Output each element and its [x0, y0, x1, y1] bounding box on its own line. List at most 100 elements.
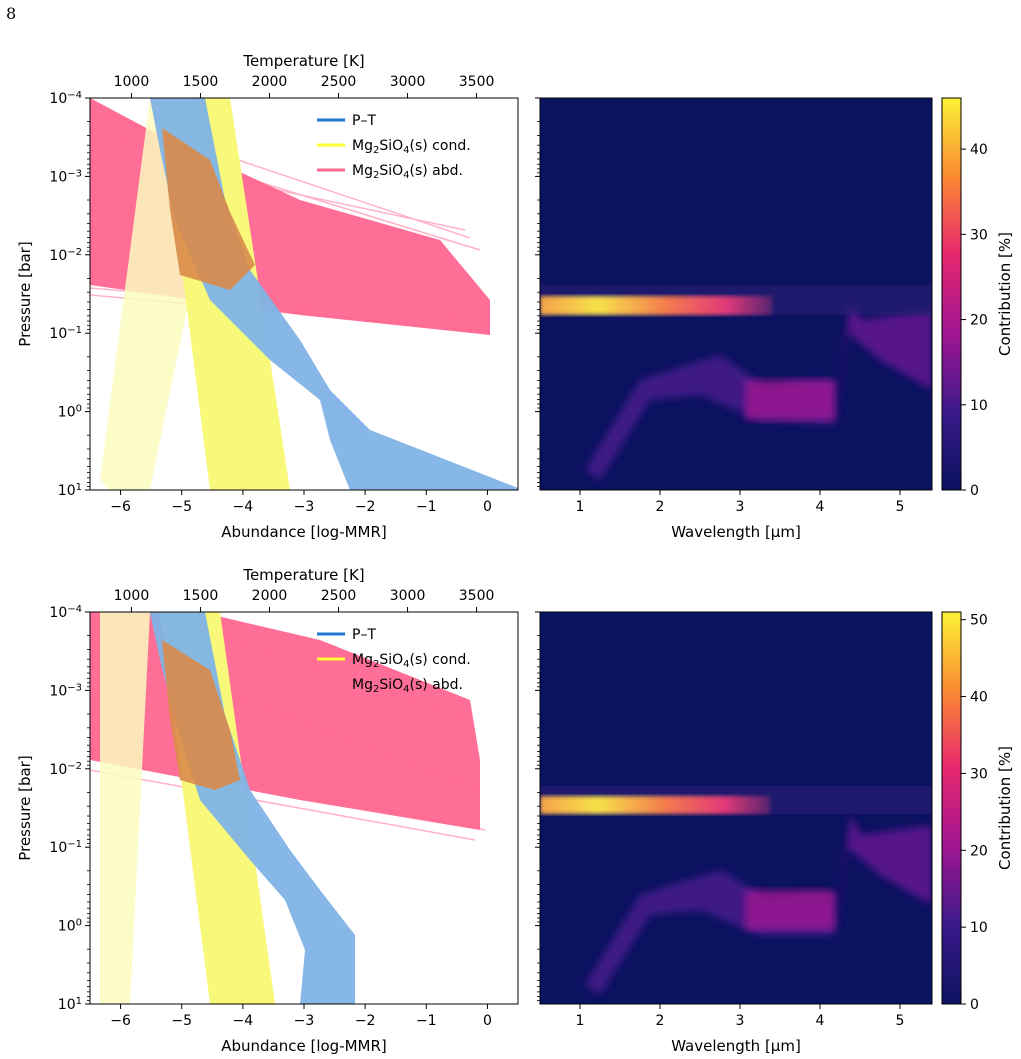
- x-tick-label: 5: [896, 1013, 905, 1029]
- x-tick-label: 3: [736, 499, 745, 515]
- x-tick-label: −1: [416, 499, 437, 515]
- y-tick-label: 10−2: [49, 760, 82, 778]
- x-tick-label: 0: [483, 499, 492, 515]
- y-tick-label: 10−4: [49, 604, 82, 622]
- x-tick-label: 5: [896, 499, 905, 515]
- colorbar-tick-label: 30: [970, 766, 988, 782]
- x-tick-label: −4: [233, 499, 254, 515]
- y-tick-label: 10−2: [49, 246, 82, 264]
- x2-tick-label: 2500: [321, 588, 357, 604]
- x-tick-label: 4: [816, 499, 825, 515]
- colorbar-tick-label: 30: [970, 227, 988, 243]
- colorbar: [941, 611, 962, 1005]
- x2-tick-label: 2000: [252, 588, 288, 604]
- abd-band: [90, 612, 480, 830]
- pt-band: [150, 98, 518, 490]
- colorbar-label: Contribution [%]: [996, 746, 1014, 870]
- colorbar: [941, 97, 962, 491]
- y-tick-label: 10−4: [49, 90, 82, 108]
- cond-band-faint: [100, 612, 150, 1004]
- legend-label-pt: P–T: [352, 627, 376, 643]
- y-tick-label: 100: [58, 403, 82, 421]
- abd-lines: [90, 109, 481, 331]
- heat-region-4um: [745, 890, 835, 930]
- heat-region-4um: [745, 380, 835, 420]
- x-tick-label: −6: [110, 1013, 131, 1029]
- x-ticks: 1 2 3 4 5: [576, 490, 905, 515]
- heat-hot-band: [540, 296, 772, 315]
- legend-label-pt: P–T: [352, 113, 376, 129]
- legend: P–T Mg2SiO4(s) cond. Mg2SiO4(s) abd.: [317, 627, 471, 695]
- x-ticks: −6 −5 −4 −3 −2 −1 0: [110, 1004, 492, 1029]
- x2-axis-label: Temperature [K]: [242, 52, 364, 70]
- colorbar-tick-label: 20: [970, 313, 988, 329]
- heat-region-5um: [838, 815, 932, 935]
- legend-label-abd: Mg2SiO4(s) abd.: [352, 677, 463, 695]
- x-tick-label: 1: [576, 499, 585, 515]
- x-axis-label: Wavelength [µm]: [671, 1037, 801, 1055]
- x2-tick-label: 1000: [114, 74, 150, 90]
- x-tick-label: −2: [355, 499, 376, 515]
- colorbar-tick-label: 10: [970, 920, 988, 936]
- x2-tick-label: 3500: [459, 588, 495, 604]
- colorbar-ticks: 0 10 20 30 40: [961, 142, 988, 499]
- x2-tick-label: 1500: [183, 74, 219, 90]
- legend-label-cond: Mg2SiO4(s) cond.: [352, 138, 471, 156]
- colorbar-label: Contribution [%]: [996, 232, 1014, 356]
- y-axis-label: Pressure [bar]: [16, 241, 34, 346]
- overlap-region: [162, 640, 240, 790]
- x2-tick-label: 2000: [252, 74, 288, 90]
- colorbar-tick-label: 0: [970, 483, 979, 499]
- x-tick-label: −4: [233, 1013, 254, 1029]
- y-tick-label: 10−3: [49, 682, 82, 700]
- x2-tick-label: 3000: [390, 74, 426, 90]
- x-tick-label: −5: [171, 499, 192, 515]
- x-tick-label: 2: [656, 499, 665, 515]
- x-tick-label: 2: [656, 1013, 665, 1029]
- colorbar-ticks: 0 10 20 30 40 50: [961, 613, 988, 1013]
- x-axis-label: Abundance [log-MMR]: [221, 523, 387, 541]
- x-tick-label: −6: [110, 499, 131, 515]
- y-tick-label: 101: [58, 482, 82, 500]
- y-tick-label: 101: [58, 996, 82, 1014]
- x-tick-label: 0: [483, 1013, 492, 1029]
- x-tick-label: 3: [736, 1013, 745, 1029]
- panel-bottom-right: 1 2 3 4 5 Wavelength [µm] 0 10 20 30 40 50 Contri…: [535, 611, 1014, 1055]
- x-tick-label: −2: [355, 1013, 376, 1029]
- colorbar-tick-label: 0: [970, 997, 979, 1013]
- colorbar-tick-label: 20: [970, 843, 988, 859]
- x-tick-label: −5: [171, 1013, 192, 1029]
- legend-label-cond: Mg2SiO4(s) cond.: [352, 652, 471, 670]
- overlap-region: [162, 128, 255, 290]
- heat-region-5um: [838, 300, 932, 420]
- x2-tick-label: 2500: [321, 74, 357, 90]
- axes-frame: [539, 97, 933, 491]
- colorbar-tick-label: 10: [970, 398, 988, 414]
- x-axis-label: Abundance [log-MMR]: [221, 1037, 387, 1055]
- x-tick-label: −3: [294, 499, 315, 515]
- x2-tick-label: 3500: [459, 74, 495, 90]
- y-ticks: 10−4 10−3 10−2 10−1 100 101: [49, 90, 90, 500]
- x-tick-label: −1: [416, 1013, 437, 1029]
- y-ticks-unlabeled: [535, 611, 540, 1001]
- heat-region-low: [585, 355, 835, 480]
- y-tick-label: 10−3: [49, 168, 82, 186]
- panel-bottom-left: −6 −5 −4 −3 −2 −1 0 1000 1500 2000 2500 3000 3500 1…: [16, 566, 519, 1055]
- page-number: 8: [6, 4, 17, 23]
- y-tick-label: 10−1: [49, 839, 82, 857]
- x-ticks: −6 −5 −4 −3 −2 −1 0: [110, 490, 492, 515]
- x-tick-label: −3: [294, 1013, 315, 1029]
- x2-ticks: 1000 1500 2000 2500 3000 3500: [114, 74, 495, 98]
- x2-tick-label: 3000: [390, 588, 426, 604]
- panel-top-right: 1 2 3 4 5 Wavelength [µm] 0 10 20 30 40 Contribu…: [535, 97, 1014, 541]
- legend: P–T Mg2SiO4(s) cond. Mg2SiO4(s) abd.: [317, 113, 471, 181]
- heat-hot-band: [540, 796, 770, 814]
- y-axis-label: Pressure [bar]: [16, 755, 34, 860]
- y-tick-label: 10−1: [49, 325, 82, 343]
- x2-tick-label: 1500: [183, 588, 219, 604]
- x-axis-label: Wavelength [µm]: [671, 523, 801, 541]
- axes-frame: [539, 611, 933, 1005]
- x2-ticks: 1000 1500 2000 2500 3000 3500: [114, 588, 495, 612]
- legend-label-abd: Mg2SiO4(s) abd.: [352, 163, 463, 181]
